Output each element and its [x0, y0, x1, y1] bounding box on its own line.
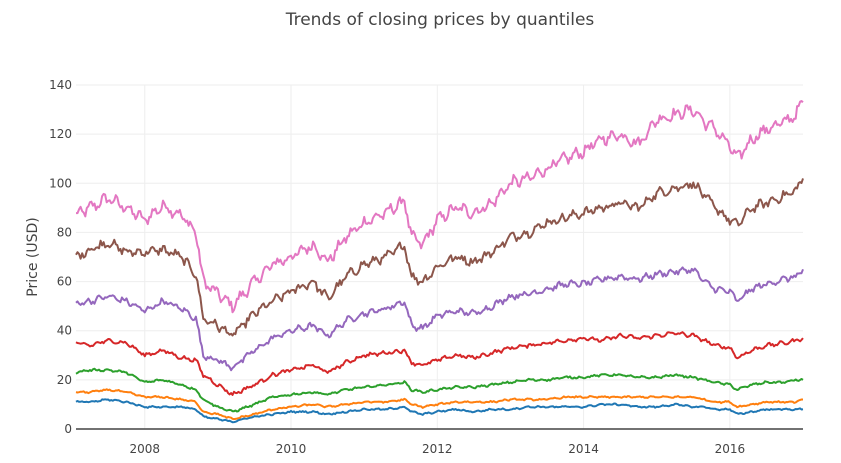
y-tick-label: 100 [49, 176, 72, 190]
series-line-quantile-4 [75, 331, 804, 396]
y-tick-label: 140 [49, 78, 72, 92]
x-axis-ticks: 2008 2010 2012 2014 2016 [129, 442, 745, 456]
y-axis-label: Price (USD) [25, 217, 41, 296]
series-line-quantile-5 [75, 266, 804, 372]
y-tick-label: 40 [57, 324, 72, 338]
x-tick-label: 2008 [129, 442, 160, 456]
y-tick-label: 120 [49, 127, 72, 141]
series-line-quantile-3 [75, 367, 804, 413]
y-axis-ticks: 0 20 40 60 80 100 120 140 [49, 78, 72, 436]
x-tick-label: 2014 [568, 442, 599, 456]
x-tick-label: 2012 [422, 442, 453, 456]
series-line-quantile-2 [75, 388, 803, 421]
series-line-quantile-1 [75, 398, 804, 424]
series-group [75, 100, 804, 424]
x-tick-label: 2016 [715, 442, 746, 456]
x-gridlines [144, 85, 731, 429]
x-tick-label: 2010 [276, 442, 307, 456]
y-tick-label: 60 [57, 275, 72, 289]
y-tick-label: 0 [64, 422, 72, 436]
y-tick-label: 80 [57, 225, 72, 239]
chart-title: Trends of closing prices by quantiles [285, 10, 595, 30]
series-line-quantile-6 [75, 178, 804, 337]
y-tick-label: 20 [57, 373, 72, 387]
series-line-quantile-7 [76, 100, 804, 314]
